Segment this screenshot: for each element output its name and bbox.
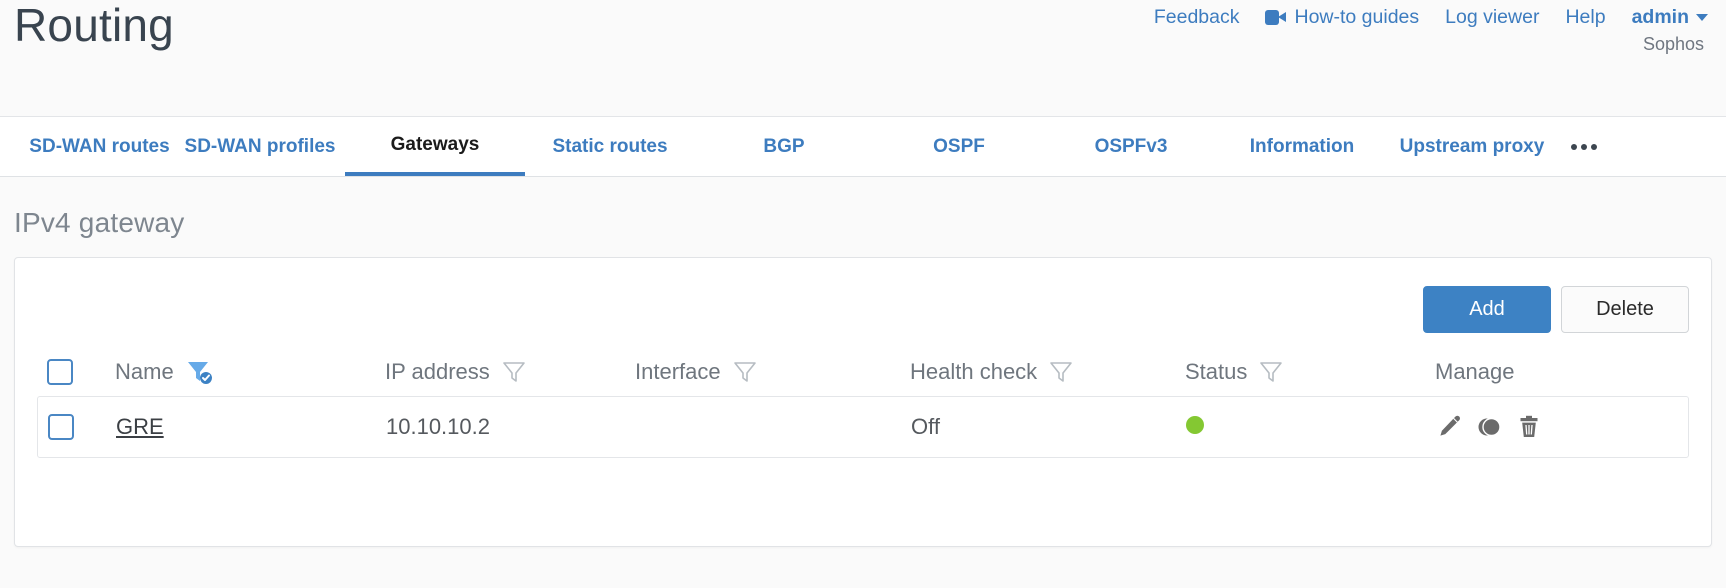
cell-manage xyxy=(1436,414,1688,440)
utility-nav: Feedback How-to guides Log viewer Help a… xyxy=(1154,6,1708,29)
tab-information[interactable]: Information xyxy=(1249,135,1355,157)
tab-sd-wan-routes[interactable]: SD-WAN routes xyxy=(29,135,170,157)
edit-pencil-icon[interactable] xyxy=(1436,414,1462,440)
delete-trash-icon[interactable] xyxy=(1516,414,1542,440)
tab-bar: SD-WAN routes SD-WAN profiles Gateways S… xyxy=(0,117,1726,177)
column-label-ip-address: IP address xyxy=(385,359,490,384)
filter-icon-health-check[interactable] xyxy=(1048,359,1074,385)
cell-name: GRE xyxy=(116,414,386,440)
log-viewer-link[interactable]: Log viewer xyxy=(1445,6,1540,28)
filter-icon-status[interactable] xyxy=(1258,359,1284,385)
card-action-buttons: Add Delete xyxy=(1423,286,1689,333)
column-header-name[interactable]: Name xyxy=(115,359,385,385)
cell-status xyxy=(1186,415,1436,439)
column-header-manage: Manage xyxy=(1435,359,1689,385)
tab-list: SD-WAN routes SD-WAN profiles Gateways S… xyxy=(0,117,1726,176)
more-tabs-icon[interactable] xyxy=(1557,117,1611,176)
delete-button[interactable]: Delete xyxy=(1561,286,1689,333)
gateway-card: Add Delete Name xyxy=(14,257,1712,547)
help-link[interactable]: Help xyxy=(1565,6,1606,28)
select-all-cell xyxy=(47,359,115,385)
tab-upstream-proxy[interactable]: Upstream proxy xyxy=(1399,135,1545,157)
column-header-ip-address[interactable]: IP address xyxy=(385,359,635,385)
table-header-row: Name IP address xyxy=(37,348,1689,396)
cell-health-check: Off xyxy=(911,414,940,439)
tab-ospf[interactable]: OSPF xyxy=(933,135,985,157)
gateway-table: Name IP address xyxy=(37,348,1689,458)
row-checkbox[interactable] xyxy=(48,414,74,440)
column-header-health-check[interactable]: Health check xyxy=(910,359,1185,385)
tab-ospfv3[interactable]: OSPFv3 xyxy=(1094,135,1168,157)
tab-gateways[interactable]: Gateways xyxy=(345,117,525,176)
column-label-manage: Manage xyxy=(1435,359,1515,384)
admin-label: admin xyxy=(1631,6,1689,28)
tenant-label: Sophos xyxy=(1642,34,1704,54)
table-row[interactable]: GRE 10.10.10.2 Off xyxy=(37,396,1689,458)
tab-bgp[interactable]: BGP xyxy=(763,135,805,157)
column-label-name: Name xyxy=(115,359,174,384)
filter-icon-name-active[interactable] xyxy=(185,359,213,385)
column-label-interface: Interface xyxy=(635,359,721,384)
row-select-cell xyxy=(48,414,116,440)
column-label-health-check: Health check xyxy=(910,359,1038,384)
page-title: Routing xyxy=(14,0,174,51)
filter-icon-interface[interactable] xyxy=(732,359,758,385)
manage-actions xyxy=(1436,414,1688,440)
how-to-guides-link[interactable]: How-to guides xyxy=(1265,6,1419,29)
video-camera-icon xyxy=(1265,10,1287,25)
column-label-status: Status xyxy=(1185,359,1248,384)
chevron-down-icon xyxy=(1696,14,1708,21)
add-button[interactable]: Add xyxy=(1423,286,1551,333)
gateway-name-link[interactable]: GRE xyxy=(116,414,164,439)
feedback-link[interactable]: Feedback xyxy=(1153,6,1240,28)
main-content: IPv4 gateway Add Delete Name xyxy=(0,177,1726,588)
tab-static-routes[interactable]: Static routes xyxy=(552,135,668,157)
filter-icon-ip-address[interactable] xyxy=(501,359,527,385)
tab-sd-wan-profiles[interactable]: SD-WAN profiles xyxy=(184,135,336,157)
clone-icon[interactable] xyxy=(1476,414,1502,440)
status-badge xyxy=(1186,415,1204,434)
admin-menu[interactable]: admin xyxy=(1632,6,1708,29)
top-header: Routing Feedback How-to guides Log viewe… xyxy=(0,0,1726,117)
cell-ip-address: 10.10.10.2 xyxy=(386,414,490,439)
section-title: IPv4 gateway xyxy=(14,207,185,238)
column-header-status[interactable]: Status xyxy=(1185,359,1435,385)
select-all-checkbox[interactable] xyxy=(47,359,73,385)
how-to-guides-label: How-to guides xyxy=(1294,6,1420,28)
column-header-interface[interactable]: Interface xyxy=(635,359,910,385)
